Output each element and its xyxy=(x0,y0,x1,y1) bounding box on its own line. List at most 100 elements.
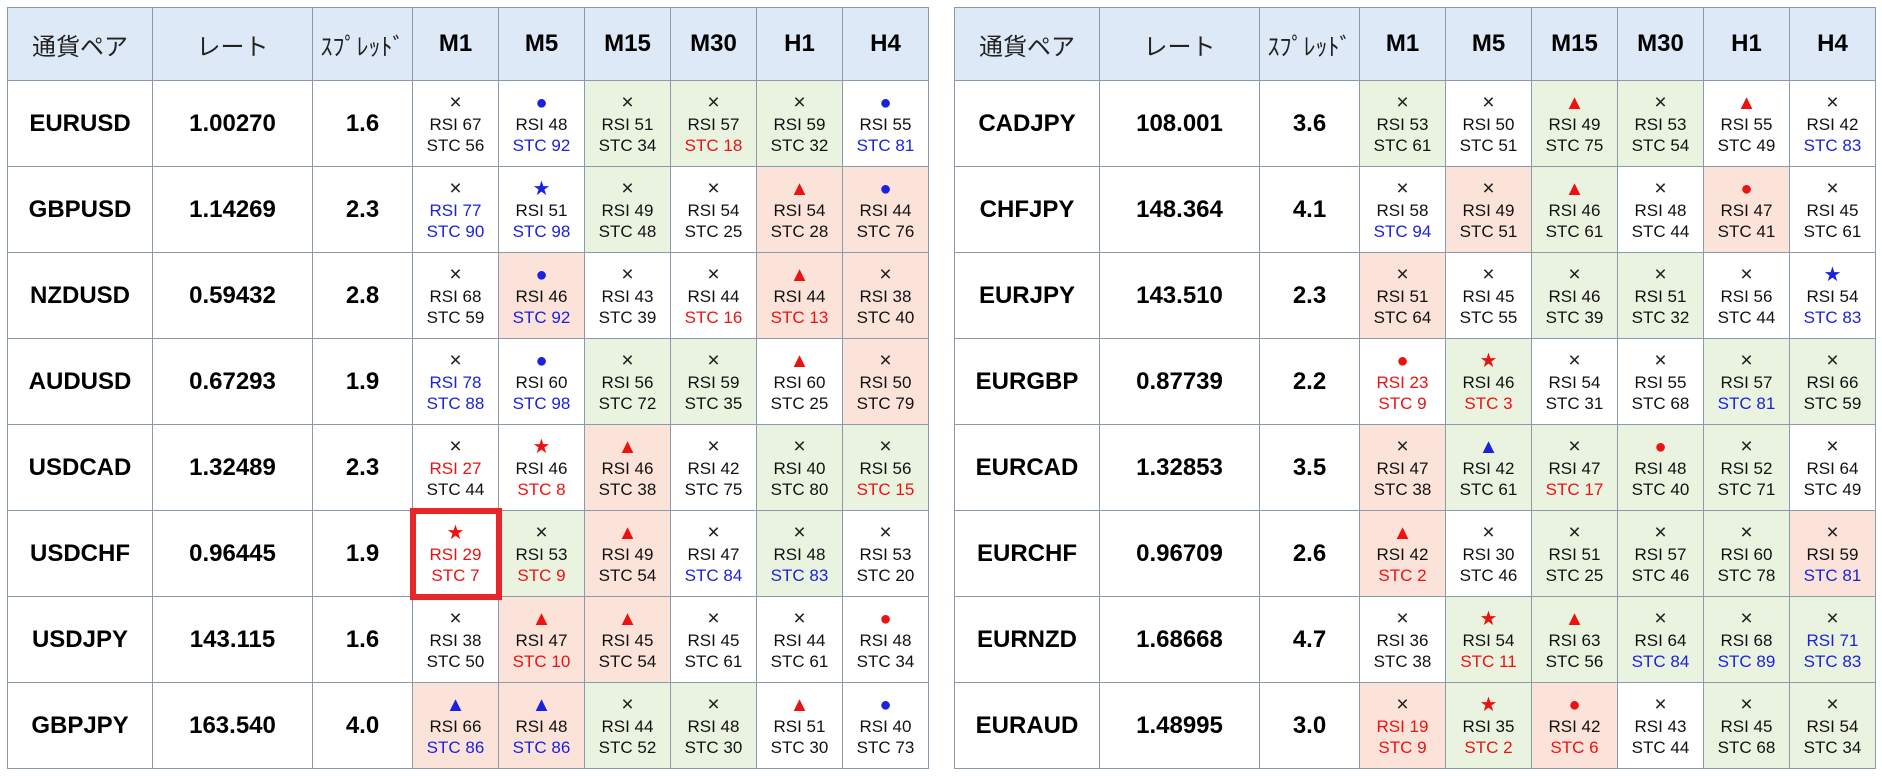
header-timeframe-m1: M1 xyxy=(412,7,499,81)
rsi-value: RSI 59 xyxy=(687,372,740,392)
stc-value: STC 79 xyxy=(856,393,915,413)
blue-circle-icon: ● xyxy=(879,177,892,200)
signal-table-left: 通貨ペア レート ｽﾌﾟﾚｯﾄﾞ M1 M5 M15 M30 H1 H4 EURUSD 1.002… xyxy=(7,7,929,769)
signal-cell-m15: × RSI 46 STC 39 xyxy=(1531,252,1618,339)
stc-value: STC 16 xyxy=(684,307,743,327)
stc-value: STC 50 xyxy=(426,651,485,671)
stc-value: STC 9 xyxy=(517,565,566,585)
signal-cell-m15: × RSI 54 STC 31 xyxy=(1531,338,1618,425)
stc-value: STC 83 xyxy=(1803,135,1862,155)
stc-value: STC 81 xyxy=(1803,565,1862,585)
stc-value: STC 17 xyxy=(1545,479,1604,499)
cross-icon: × xyxy=(1826,520,1839,544)
table-row: CHFJPY 148.364 4.1 × RSI 58 STC 94 × RSI 49 STC … xyxy=(954,166,1876,253)
stc-value: STC 30 xyxy=(684,737,743,757)
signal-cell-m15: ▲ RSI 49 STC 75 xyxy=(1531,80,1618,167)
stc-value: STC 86 xyxy=(512,737,571,757)
cross-icon: × xyxy=(1396,606,1409,630)
stc-value: STC 44 xyxy=(1717,307,1776,327)
spread-value: 2.6 xyxy=(1259,510,1360,597)
header-timeframe-m30: M30 xyxy=(670,7,757,81)
spread-value: 3.5 xyxy=(1259,424,1360,511)
rsi-value: RSI 51 xyxy=(1376,286,1429,306)
signal-cell-h1: × RSI 48 STC 83 xyxy=(756,510,843,597)
table-row: EURUSD 1.00270 1.6 × RSI 67 STC 56 ● RSI 48 STC … xyxy=(7,80,929,167)
stc-value: STC 68 xyxy=(1717,737,1776,757)
cross-icon: × xyxy=(707,90,720,114)
rsi-value: RSI 53 xyxy=(515,544,568,564)
rsi-value: RSI 60 xyxy=(773,372,826,392)
header-timeframe-m5: M5 xyxy=(498,7,585,81)
rsi-value: RSI 64 xyxy=(1806,458,1859,478)
rsi-value: RSI 55 xyxy=(1634,372,1687,392)
signal-cell-h4: × RSI 38 STC 40 xyxy=(842,252,929,339)
stc-value: STC 98 xyxy=(512,393,571,413)
stc-value: STC 68 xyxy=(1631,393,1690,413)
stc-value: STC 84 xyxy=(684,565,743,585)
cross-icon: × xyxy=(1654,692,1667,716)
stc-value: STC 13 xyxy=(770,307,829,327)
signal-cell-h4: × RSI 64 STC 49 xyxy=(1789,424,1876,511)
rate-value: 0.96445 xyxy=(152,510,313,597)
stc-value: STC 84 xyxy=(1631,651,1690,671)
stc-value: STC 75 xyxy=(1545,135,1604,155)
cross-icon: × xyxy=(707,434,720,458)
stc-value: STC 54 xyxy=(598,651,657,671)
signal-cell-h4: ● RSI 40 STC 73 xyxy=(842,682,929,769)
stc-value: STC 54 xyxy=(598,565,657,585)
rsi-value: RSI 51 xyxy=(601,114,654,134)
rate-value: 1.32853 xyxy=(1099,424,1260,511)
blue-circle-icon: ● xyxy=(535,263,548,286)
cross-icon: × xyxy=(1654,176,1667,200)
rsi-value: RSI 48 xyxy=(859,630,912,650)
signal-cell-h4: ● RSI 55 STC 81 xyxy=(842,80,929,167)
signal-cell-h4: × RSI 45 STC 61 xyxy=(1789,166,1876,253)
red-circle-icon: ● xyxy=(1740,177,1753,200)
spread-value: 2.3 xyxy=(312,166,413,253)
header-rate: レート xyxy=(1099,7,1260,81)
cross-icon: × xyxy=(879,520,892,544)
cross-icon: × xyxy=(1654,90,1667,114)
cross-icon: × xyxy=(621,90,634,114)
rsi-value: RSI 54 xyxy=(1462,630,1515,650)
signal-cell-m15: × RSI 43 STC 39 xyxy=(584,252,671,339)
cross-icon: × xyxy=(1654,348,1667,372)
rsi-value: RSI 78 xyxy=(429,372,482,392)
header-spread: ｽﾌﾟﾚｯﾄﾞ xyxy=(312,7,413,81)
stc-value: STC 41 xyxy=(1717,221,1776,241)
signal-cell-h4: × RSI 53 STC 20 xyxy=(842,510,929,597)
signal-cell-m15: ▲ RSI 45 STC 54 xyxy=(584,596,671,683)
rsi-value: RSI 44 xyxy=(773,286,826,306)
stc-value: STC 51 xyxy=(1459,221,1518,241)
stc-value: STC 48 xyxy=(598,221,657,241)
table-row: EURAUD 1.48995 3.0 × RSI 19 STC 9 ★ RSI 35 STC 2… xyxy=(954,682,1876,769)
spread-value: 4.0 xyxy=(312,682,413,769)
rsi-value: RSI 45 xyxy=(601,630,654,650)
red-triangle-icon: ▲ xyxy=(531,607,552,630)
cross-icon: × xyxy=(1826,348,1839,372)
rsi-value: RSI 54 xyxy=(773,200,826,220)
stc-value: STC 92 xyxy=(512,135,571,155)
rsi-value: RSI 57 xyxy=(1720,372,1773,392)
signal-cell-m1: ▲ RSI 42 STC 2 xyxy=(1359,510,1446,597)
cross-icon: × xyxy=(879,262,892,286)
red-star-icon: ★ xyxy=(1479,607,1498,630)
cross-icon: × xyxy=(449,606,462,630)
signal-cell-m15: ▲ RSI 49 STC 54 xyxy=(584,510,671,597)
rsi-value: RSI 45 xyxy=(1462,286,1515,306)
header-timeframe-h1: H1 xyxy=(1703,7,1790,81)
rate-value: 1.68668 xyxy=(1099,596,1260,683)
rsi-value: RSI 46 xyxy=(1462,372,1515,392)
cross-icon: × xyxy=(707,348,720,372)
rsi-value: RSI 51 xyxy=(1634,286,1687,306)
table-row: USDCHF 0.96445 1.9 ★ RSI 29 STC 7 × RSI 53 STC 9… xyxy=(7,507,929,600)
header-timeframe-m15: M15 xyxy=(584,7,671,81)
signal-cell-m1: × RSI 36 STC 38 xyxy=(1359,596,1446,683)
stc-value: STC 32 xyxy=(1631,307,1690,327)
signal-cell-h1: ▲ RSI 54 STC 28 xyxy=(756,166,843,253)
signal-cell-h1: × RSI 44 STC 61 xyxy=(756,596,843,683)
header-timeframe-m15: M15 xyxy=(1531,7,1618,81)
stc-value: STC 25 xyxy=(770,393,829,413)
stc-value: STC 9 xyxy=(1378,737,1427,757)
rsi-value: RSI 43 xyxy=(601,286,654,306)
